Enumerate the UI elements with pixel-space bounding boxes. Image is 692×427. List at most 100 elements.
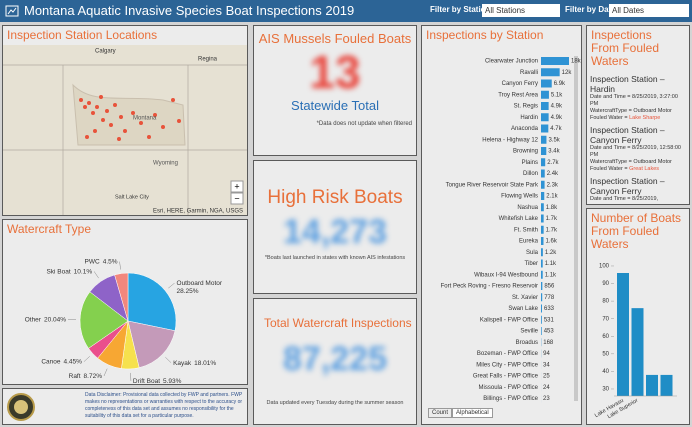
place-label: Regina: [198, 57, 218, 63]
bar-value: 6.9k: [554, 81, 566, 87]
slice-category: Ski Boat: [46, 268, 70, 275]
bar-label: Helena - Highway 12: [482, 137, 538, 143]
bar: [541, 135, 547, 144]
item-watercraft: WatercraftType = Outboard Motor: [590, 108, 672, 114]
place-label: Wyoming: [153, 161, 178, 167]
fouled-list: Inspection Station – Hardin Date and Time…: [590, 74, 686, 203]
slice-category: Raft: [69, 373, 81, 380]
bar-label: Wibaux I-94 Westbound: [474, 272, 538, 278]
bar-value: 2.4k: [547, 171, 559, 177]
slice-category: Drift Boat: [133, 378, 160, 384]
slice-category: PWC: [85, 258, 100, 265]
fouled-list-panel: Inspections From Fouled Waters Inspectio…: [586, 25, 690, 205]
bar-value: 856: [544, 284, 555, 290]
item-date: Date and Time = 8/25/2019, 3:27:00 PM: [590, 94, 678, 107]
bar-label: Canyon Ferry: [502, 81, 538, 87]
stations-panel: Inspections by Station Clearwater Juncti…: [421, 25, 582, 425]
item-date: Date and Time = 8/25/2019, 12:58:00 PM: [590, 145, 681, 158]
high-risk-panel: High Risk Boats 14,273 *Boats last launc…: [253, 160, 417, 294]
bar-label: St. Regis: [514, 104, 538, 110]
fouled-chart-panel: Number of Boats From Fouled Waters 30 40 5…: [586, 208, 690, 425]
bar: [646, 374, 658, 396]
bar-value: 94: [543, 351, 550, 357]
indicator-note: Data updated every Tuesday during the su…: [266, 400, 404, 406]
bar-label: Miles City - FWP Office: [476, 362, 538, 368]
date-dropdown[interactable]: All Dates: [609, 4, 689, 17]
panel-title: Inspections by Station: [426, 28, 544, 42]
zoom-in[interactable]: [230, 180, 244, 193]
bar-value: 168: [543, 340, 554, 346]
indicator-value: 14,273: [283, 213, 387, 251]
station-dropdown[interactable]: All Stations: [482, 4, 560, 17]
bar-label: Ravalli: [520, 70, 538, 76]
disclaimer-panel: Data Disclaimer: Provisional data collec…: [2, 388, 248, 425]
bar-value: 2.1k: [546, 194, 558, 200]
tab[interactable]: Count: [428, 408, 453, 418]
y-tick-label: 90: [602, 281, 609, 287]
bar: [541, 248, 543, 257]
panel-title: Total Watercraft Inspections: [264, 316, 412, 330]
slice-label: PWC 4.5%: [85, 258, 118, 265]
bar: [617, 273, 629, 396]
bar: [541, 293, 543, 302]
zoom-out[interactable]: [230, 192, 244, 205]
bar-label: Ft. Smith: [514, 227, 538, 233]
y-tick-label: 30: [602, 387, 609, 393]
bar: [541, 225, 544, 234]
water-label: Fouled Water =: [590, 115, 628, 121]
panel-title: Inspections From Fouled Waters: [591, 28, 660, 68]
bar: [541, 214, 544, 223]
bar-value: 18k: [571, 59, 581, 65]
slice-label: Ski Boat 10.1%: [46, 268, 92, 275]
panel-title: Watercraft Type: [7, 222, 92, 236]
bar-value: 2.3k: [547, 182, 559, 188]
attribution: Esri, HERE, Garmin, NGA, USGS: [153, 209, 243, 215]
y-tick-label: 100: [599, 264, 610, 270]
bar: [541, 192, 545, 200]
map[interactable]: Calgary Regina Montana Wyoming Salt Lake…: [3, 45, 247, 215]
item-water: Fouled Water = Great Lakes: [590, 166, 686, 173]
bar-label: Tongue River Reservoir State Park: [446, 182, 539, 188]
panel-title: Number of Boats From Fouled Waters: [591, 211, 682, 251]
bar-label: Kalispell - FWP Office: [480, 317, 539, 323]
bar-label: Hardin: [520, 115, 538, 121]
header: Montana Aquatic Invasive Species Boat In…: [0, 0, 692, 22]
y-tick-label: 80: [602, 299, 609, 305]
bar-label: Clearwater Junction: [485, 59, 538, 65]
slice-value: 8.72%: [84, 373, 103, 380]
panel-title: Inspection Station Locations: [7, 28, 158, 42]
bar-label: Nashua: [517, 205, 538, 211]
slice-value: 28.25%: [177, 288, 199, 295]
bar-label: Broadus: [516, 340, 538, 346]
slice-value: 4.45%: [63, 358, 82, 365]
panel-title: AIS Mussels Fouled Boats: [258, 31, 412, 46]
bar: [541, 169, 545, 178]
tab[interactable]: Alphabetical: [452, 408, 493, 418]
bar-label: Troy Rest Area: [498, 92, 538, 98]
bar: [541, 57, 569, 65]
bar-value: 1.1k: [545, 272, 557, 278]
bar: [541, 68, 560, 77]
bar: [541, 124, 549, 133]
slice-value: 5.93%: [163, 378, 182, 384]
bar: [660, 374, 673, 396]
bar: [541, 113, 549, 122]
place-label: Montana: [133, 116, 157, 122]
item-water: Fouled Water = Lake Sharpe: [590, 115, 686, 122]
bar-value: 2.7k: [547, 160, 559, 166]
bar-label: Seville: [520, 329, 538, 335]
mussels-panel: AIS Mussels Fouled Boats 13 Statewide To…: [253, 25, 417, 156]
bar: [541, 237, 544, 245]
bar: [541, 315, 542, 324]
bar-value: 23: [543, 396, 550, 402]
station-bar-chart: Clearwater Junction 18k Ravalli 12k Canyon F…: [441, 56, 581, 403]
slice-category: Outboard Motor: [177, 280, 223, 287]
bar-label: Sula: [526, 250, 539, 256]
zoom-in-icon: +: [234, 181, 239, 191]
scrollbar[interactable]: [574, 56, 578, 401]
leader-line: [165, 357, 172, 363]
bar: [541, 304, 542, 313]
water-label: Fouled Water =: [590, 166, 628, 172]
water-name: Lake Sharpe: [629, 115, 661, 121]
